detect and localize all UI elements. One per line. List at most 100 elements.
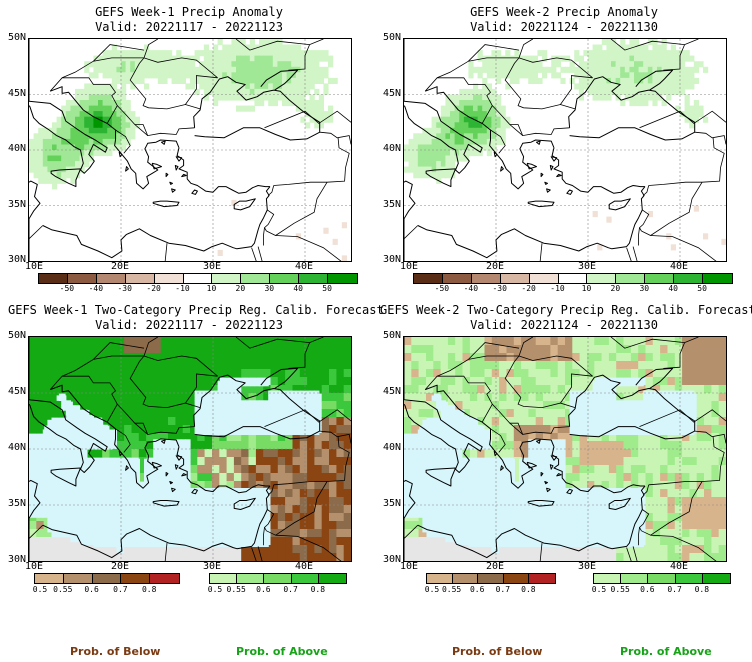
colorbar-swatch bbox=[702, 574, 730, 583]
colorbar-swatch bbox=[96, 274, 126, 283]
colorbar-swatch bbox=[427, 574, 453, 583]
lon-label: 10E bbox=[24, 561, 44, 572]
lat-label: 40N bbox=[7, 143, 26, 154]
colorbar-swatch bbox=[503, 574, 530, 583]
colorbar-swatch bbox=[92, 574, 122, 583]
lat-label: 45N bbox=[382, 386, 401, 397]
colorbar-swatch bbox=[241, 274, 271, 283]
lat-label: 30N bbox=[382, 554, 401, 565]
graticule bbox=[29, 39, 351, 261]
colorbar-swatch bbox=[264, 574, 292, 583]
colorbar-swatch bbox=[452, 574, 479, 583]
lon-label: 40E bbox=[669, 561, 689, 572]
colorbar-tick-label: -10 bbox=[175, 284, 190, 293]
colorbar-swatch bbox=[63, 574, 93, 583]
colorbar-tick-label: 30 bbox=[639, 284, 650, 293]
lon-label: 10E bbox=[399, 261, 419, 272]
panel-title: GEFS Week-2 Precip Anomaly bbox=[470, 5, 658, 19]
colorbar-swatch bbox=[328, 274, 357, 283]
colorbar-tick-label: -40 bbox=[463, 284, 479, 293]
colorbar-tick-label: 0.55 bbox=[441, 585, 462, 594]
lat-label: 50N bbox=[382, 32, 401, 43]
colorbar-tick-label: 0.6 bbox=[640, 585, 655, 594]
above-colorbar bbox=[593, 573, 731, 584]
colorbar-tick-label: 0.8 bbox=[141, 585, 157, 594]
colorbar-tick-label: 0.5 bbox=[424, 585, 440, 594]
colorbar-tick-label: 0.8 bbox=[521, 585, 536, 594]
lon-label: 30E bbox=[577, 261, 597, 272]
legend-above-label: Prob. of Above bbox=[236, 645, 328, 658]
lon-label: 20E bbox=[485, 561, 505, 572]
map-canvas bbox=[404, 39, 726, 261]
sea-mask bbox=[29, 380, 320, 552]
colorbar-tick-label: 50 bbox=[697, 284, 707, 293]
field-layer bbox=[29, 337, 351, 561]
coastlines bbox=[29, 337, 321, 561]
colorbar-swatch bbox=[703, 274, 732, 283]
colorbar-tick-label: 40 bbox=[668, 284, 678, 293]
country-borders bbox=[404, 39, 726, 261]
anomaly-map bbox=[403, 38, 727, 262]
map-canvas bbox=[404, 337, 726, 561]
below-colorbar bbox=[34, 573, 180, 584]
colorbar-swatch bbox=[648, 574, 676, 583]
colorbar-tick-label: -30 bbox=[492, 284, 507, 293]
lat-label: 35N bbox=[382, 498, 401, 509]
colorbar-swatch bbox=[500, 274, 530, 283]
colorbar-tick-label: -20 bbox=[146, 284, 161, 293]
lat-label: 40N bbox=[382, 143, 401, 154]
lat-label: 30N bbox=[382, 254, 401, 265]
colorbar-tick-label: -30 bbox=[117, 284, 132, 293]
colorbar-swatch bbox=[121, 574, 151, 583]
colorbar-tick-label: -50 bbox=[434, 284, 450, 293]
panel-valid: Valid: 20221117 - 20221123 bbox=[95, 20, 283, 34]
colorbar-swatch bbox=[675, 574, 703, 583]
colorbar-tick-label: 40 bbox=[293, 284, 303, 293]
anomaly-colorbar bbox=[413, 273, 733, 284]
colorbar-swatch bbox=[35, 574, 64, 583]
panel-title: GEFS Week-1 Precip Anomaly bbox=[95, 5, 283, 19]
colorbar-swatch bbox=[674, 274, 704, 283]
colorbar-swatch bbox=[442, 274, 472, 283]
colorbar-swatch bbox=[212, 274, 242, 283]
colorbar-tick-label: 0.5 bbox=[32, 585, 48, 594]
colorbar-tick-label: 0.7 bbox=[495, 585, 511, 594]
colorbar-tick-label: -20 bbox=[521, 284, 536, 293]
colorbar-swatch bbox=[299, 274, 329, 283]
graticule bbox=[404, 337, 726, 561]
colorbar-swatch bbox=[529, 574, 555, 583]
panel-valid: Valid: 20221117 - 20221123 bbox=[95, 318, 283, 332]
colorbar-tick-label: 0.8 bbox=[310, 585, 326, 594]
colorbar-swatch bbox=[210, 574, 238, 583]
anomaly-map bbox=[28, 38, 352, 262]
lon-label: 20E bbox=[485, 261, 505, 272]
lon-label: 30E bbox=[202, 561, 222, 572]
colorbar-swatch bbox=[318, 574, 346, 583]
colorbar-swatch bbox=[414, 274, 443, 283]
colorbar-swatch bbox=[558, 274, 588, 283]
colorbar-tick-label: 0.8 bbox=[694, 585, 710, 594]
colorbar-swatch bbox=[154, 274, 184, 283]
lat-label: 35N bbox=[382, 198, 401, 210]
legend-above-label: Prob. of Above bbox=[620, 645, 712, 658]
probability-map bbox=[28, 336, 352, 562]
map-canvas bbox=[29, 39, 351, 261]
lat-label: 50N bbox=[7, 330, 26, 341]
colorbar-tick-label: 0.5 bbox=[591, 585, 607, 594]
lat-label: 50N bbox=[382, 330, 401, 341]
lon-label: 20E bbox=[110, 261, 130, 272]
lat-label: 50N bbox=[7, 32, 26, 43]
lat-label: 40N bbox=[382, 442, 401, 453]
probability-map bbox=[403, 336, 727, 562]
above-colorbar bbox=[209, 573, 347, 584]
panel-title: GEFS Week-2 Two-Category Precip Reg. Cal… bbox=[380, 303, 752, 317]
colorbar-swatch bbox=[237, 574, 265, 583]
colorbar-tick-label: 0.7 bbox=[667, 585, 682, 594]
coastlines bbox=[404, 39, 696, 261]
colorbar-swatch bbox=[471, 274, 501, 283]
colorbar-tick-label: 0.6 bbox=[256, 585, 271, 594]
colorbar-swatch bbox=[594, 574, 622, 583]
colorbar-swatch bbox=[291, 574, 319, 583]
colorbar-swatch bbox=[616, 274, 646, 283]
lat-label: 45N bbox=[382, 87, 401, 99]
